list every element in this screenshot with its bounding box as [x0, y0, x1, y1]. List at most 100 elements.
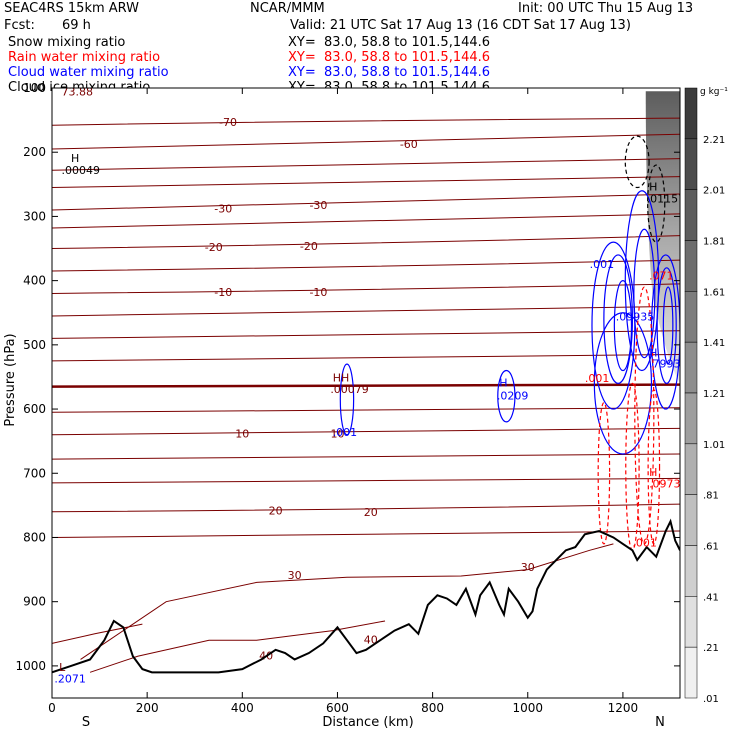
colorbar-label: .41 [703, 592, 719, 603]
south-endpoint-label: S [82, 715, 90, 730]
colorbar-swatch [684, 87, 698, 140]
cloud-water-contour [624, 190, 660, 372]
center-label: NCAR/MMM [250, 1, 325, 16]
valid-time: Valid: 21 UTC Sat 17 Aug 13 (16 CDT Sat … [290, 18, 631, 33]
isotherm-line [52, 133, 680, 150]
isotherm-line [52, 503, 680, 513]
x-tick-label: 1200 [608, 701, 639, 715]
colorbar-swatch [684, 138, 698, 190]
isotherm-label: 20 [269, 505, 283, 518]
isotherm-line [52, 305, 680, 317]
y-tick-label: 700 [23, 466, 46, 480]
contour-annotation: .071 [649, 269, 674, 282]
isotherm-label: 30 [288, 569, 302, 582]
y-tick-label: 1000 [15, 659, 46, 673]
isotherm-line [52, 117, 680, 126]
isotherm-label: -30 [214, 203, 232, 216]
x-tick-label: 200 [136, 701, 159, 715]
contour-annotation: 73.88 [62, 86, 94, 99]
cloud-water-contour [633, 228, 656, 359]
contour-annotation: .00049 [62, 164, 101, 177]
colorbar-swatch [684, 341, 698, 394]
init-time: Init: 00 UTC Thu 15 Aug 13 [518, 1, 694, 16]
y-tick-label: 400 [23, 274, 46, 288]
isotherm-line [52, 176, 680, 189]
y-tick-label: 900 [23, 595, 46, 609]
colorbar-unit: g kg⁻¹ [700, 87, 728, 97]
north-endpoint-label: N [655, 715, 665, 730]
colorbar-swatch [684, 189, 698, 241]
isotherm-line [52, 283, 680, 294]
contour-annotation: H [649, 466, 657, 479]
colorbar-swatch [684, 392, 698, 445]
colorbar-swatch [684, 545, 698, 597]
colorbar-label: 2.01 [703, 186, 725, 197]
isotherm-label: -30 [309, 199, 327, 212]
x-tick-label: 600 [326, 701, 349, 715]
cloud-water-contour [613, 280, 633, 372]
contour-annotation: .0973 [649, 477, 681, 490]
snow-shading [645, 91, 680, 384]
colorbar-label: 1.81 [703, 237, 725, 248]
colorbar-label: .61 [703, 542, 719, 553]
cloud-water-contour [662, 286, 674, 365]
x-tick-label: 800 [421, 701, 444, 715]
cloud-water-contour [593, 312, 653, 455]
contour-annotation: .2071 [54, 673, 85, 686]
contour-annotation: HH [333, 371, 350, 384]
field-name-snow: Snow mixing ratio [8, 35, 126, 50]
isotherm-label: -20 [205, 241, 223, 254]
colorbar-label: 2.21 [703, 135, 725, 146]
isotherm-label: 10 [235, 427, 249, 440]
y-tick-label: 300 [23, 209, 46, 223]
contour-annotation: H [71, 152, 79, 165]
colorbar-swatch [684, 291, 698, 343]
isotherm-line [80, 543, 614, 660]
colorbar-swatch [684, 646, 698, 699]
y-tick-label: 600 [23, 402, 46, 416]
colorbar-label: 1.21 [703, 389, 725, 400]
isotherm-label: -10 [309, 286, 327, 299]
cloud-water-contour [603, 254, 634, 384]
isotherm-line [52, 193, 680, 211]
field-xy-rain: XY= 83.0, 58.8 to 101.5,144.6 [288, 50, 491, 65]
colorbar-swatch [684, 240, 698, 292]
contour-annotation: .001 [590, 258, 615, 271]
colorbar-label: .21 [703, 643, 719, 654]
y-tick-label: 800 [23, 530, 46, 544]
model-title: SEAC4RS 15km ARW [4, 1, 140, 16]
isotherm-line [52, 477, 680, 484]
field-name-cloud-water: Cloud water mixing ratio [8, 65, 169, 80]
plot-frame [51, 87, 681, 699]
fcst-label: Fcst: [4, 18, 35, 33]
colorbar-label: 1.01 [703, 440, 725, 451]
rain-water-contour [597, 402, 611, 545]
field-xy-snow: XY= 83.0, 58.8 to 101.5,144.6 [288, 35, 491, 50]
rain-water-contour [634, 286, 655, 545]
snow-contour [624, 135, 650, 189]
contour-annotation: H [649, 346, 657, 359]
contour-annotation: .01157 [647, 192, 686, 205]
contour-annotation: .001 [333, 426, 358, 439]
colorbar-swatch [684, 494, 698, 546]
isotherm-line [52, 453, 680, 460]
isotherm-label: -70 [219, 116, 237, 129]
isotherm-line [52, 353, 680, 362]
isotherm-label: -60 [400, 138, 418, 151]
contour-annotation: .09935 [616, 310, 655, 323]
field-name-rain: Rain water mixing ratio [8, 50, 161, 65]
isotherm-line [52, 158, 680, 171]
contour-annotation: H [499, 377, 507, 390]
isotherm-label: 20 [364, 506, 378, 519]
cloud-water-contour [656, 267, 677, 384]
contour-annotation: .0209 [497, 389, 529, 402]
y-top-label: 100 [23, 81, 46, 95]
y-tick-label: 200 [23, 145, 46, 159]
isotherm-line [52, 235, 680, 250]
isotherm-label: 30 [521, 561, 535, 574]
colorbar-label: .81 [703, 491, 719, 502]
isotherm-label: -10 [214, 286, 232, 299]
fcst-value: 69 h [62, 18, 91, 33]
isotherm-label: -20 [300, 240, 318, 253]
